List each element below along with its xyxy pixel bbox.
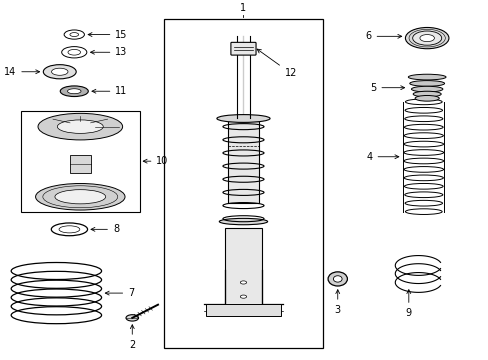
FancyBboxPatch shape [230,42,256,55]
Ellipse shape [38,113,122,140]
Bar [205,304,281,316]
Ellipse shape [60,86,88,96]
Ellipse shape [412,91,440,97]
Text: 3: 3 [334,290,340,315]
Text: 7: 7 [105,288,134,298]
Ellipse shape [126,315,138,321]
Ellipse shape [68,49,81,55]
Ellipse shape [70,33,79,36]
Ellipse shape [240,281,246,284]
Ellipse shape [59,226,80,233]
Ellipse shape [64,30,84,39]
Ellipse shape [409,81,444,86]
Text: 9: 9 [405,290,411,318]
Text: 1: 1 [240,3,246,13]
Bar [225,228,261,306]
Text: 13: 13 [90,47,127,57]
Ellipse shape [327,272,346,286]
Bar [69,156,91,173]
Ellipse shape [419,35,433,42]
Ellipse shape [67,89,81,94]
Bar [21,111,139,212]
Ellipse shape [51,68,68,75]
Ellipse shape [55,190,105,204]
Ellipse shape [51,223,87,236]
Ellipse shape [219,219,267,225]
Text: 5: 5 [369,83,404,93]
Ellipse shape [414,95,438,101]
Ellipse shape [407,74,445,80]
Text: 12: 12 [257,49,296,78]
Bar [227,121,259,203]
Text: 2: 2 [129,325,135,350]
Ellipse shape [240,295,246,298]
Text: 14: 14 [4,67,40,77]
Text: 8: 8 [91,224,119,234]
Ellipse shape [57,120,103,133]
Text: 11: 11 [92,86,127,96]
Ellipse shape [36,184,125,210]
Bar [163,19,323,348]
Ellipse shape [333,276,342,282]
Ellipse shape [217,114,269,122]
Ellipse shape [43,65,76,79]
Ellipse shape [410,86,442,92]
Text: 4: 4 [366,152,398,162]
Ellipse shape [405,27,448,49]
Text: 10: 10 [143,156,168,166]
Ellipse shape [412,31,441,45]
Text: 15: 15 [88,30,127,40]
Ellipse shape [61,46,87,58]
Text: 6: 6 [365,31,401,41]
